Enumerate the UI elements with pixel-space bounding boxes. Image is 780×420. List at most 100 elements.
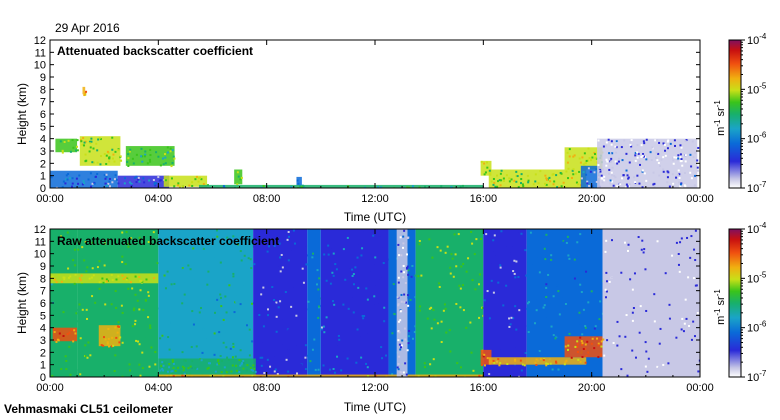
speckle bbox=[668, 317, 671, 320]
feature-speckle bbox=[55, 340, 58, 343]
feature-speckle bbox=[676, 173, 679, 176]
feature-speckle bbox=[399, 319, 402, 322]
feature-speckle bbox=[149, 148, 152, 151]
date-label: 29 Apr 2016 bbox=[55, 21, 120, 35]
speckle bbox=[163, 274, 166, 277]
feature-speckle bbox=[545, 183, 548, 186]
speckle bbox=[557, 290, 560, 293]
speckle bbox=[527, 326, 530, 329]
speckle bbox=[340, 369, 343, 372]
feature-speckle bbox=[666, 176, 669, 179]
feature-speckle bbox=[534, 180, 537, 183]
feature-speckle bbox=[105, 176, 108, 179]
colorbar-tick-label: 10-5 bbox=[747, 270, 767, 285]
speckle bbox=[321, 343, 324, 346]
feature-speckle bbox=[91, 161, 94, 164]
feature-speckle bbox=[157, 176, 160, 179]
feature-speckle bbox=[401, 339, 404, 342]
x-tick-label: 20:00 bbox=[578, 193, 606, 205]
x-tick-label: 08:00 bbox=[253, 193, 281, 205]
speckle bbox=[683, 322, 686, 325]
speckle bbox=[550, 258, 553, 261]
feature-speckle bbox=[554, 360, 557, 363]
speckle bbox=[352, 273, 355, 276]
speckle bbox=[538, 350, 541, 353]
speckle bbox=[67, 267, 70, 270]
feature-speckle bbox=[397, 276, 400, 279]
speckle bbox=[486, 367, 489, 370]
feature-speckle bbox=[134, 275, 137, 278]
speckle bbox=[619, 366, 622, 369]
speckle bbox=[567, 276, 570, 279]
speckle bbox=[294, 242, 297, 245]
backscatter-feature bbox=[50, 273, 159, 284]
speckle bbox=[564, 302, 567, 305]
speckle bbox=[327, 244, 330, 247]
feature-speckle bbox=[115, 278, 118, 281]
speckle bbox=[329, 282, 332, 285]
feature-speckle bbox=[60, 280, 63, 283]
feature-speckle bbox=[181, 374, 184, 377]
speckle bbox=[604, 288, 607, 291]
speckle bbox=[136, 241, 139, 244]
feature-speckle bbox=[235, 369, 238, 372]
feature-speckle bbox=[102, 281, 105, 284]
speckle bbox=[217, 304, 220, 307]
speckle bbox=[197, 306, 200, 309]
speckle bbox=[562, 239, 565, 242]
colorbar-tick-label: 10-6 bbox=[747, 131, 767, 146]
speckle bbox=[206, 283, 209, 286]
feature-speckle bbox=[97, 138, 100, 141]
speckle bbox=[578, 311, 581, 314]
feature-speckle bbox=[581, 355, 584, 358]
speckle bbox=[134, 323, 137, 326]
speckle bbox=[585, 270, 588, 273]
speckle bbox=[515, 328, 518, 331]
speckle bbox=[280, 308, 283, 311]
speckle bbox=[679, 241, 682, 244]
speckle bbox=[579, 266, 582, 269]
speckle bbox=[644, 268, 647, 271]
feature-speckle bbox=[650, 158, 653, 161]
feature-speckle bbox=[587, 351, 590, 354]
speckle bbox=[220, 305, 223, 308]
speckle bbox=[410, 275, 413, 278]
speckle bbox=[232, 272, 235, 275]
feature-speckle bbox=[625, 183, 628, 186]
speckle bbox=[459, 287, 462, 290]
feature-speckle bbox=[578, 170, 581, 173]
speckle bbox=[605, 290, 608, 293]
speckle bbox=[287, 235, 290, 238]
speckle bbox=[602, 369, 605, 372]
speckle bbox=[183, 242, 186, 245]
speckle bbox=[85, 308, 88, 311]
speckle bbox=[675, 241, 678, 244]
feature-speckle bbox=[640, 144, 643, 147]
speckle bbox=[295, 314, 298, 317]
speckle bbox=[72, 259, 75, 262]
feature-speckle bbox=[493, 181, 496, 184]
speckle bbox=[91, 267, 94, 270]
speckle bbox=[611, 349, 614, 352]
speckle bbox=[391, 373, 394, 376]
instrument-label: Vehmasmaki CL51 ceilometer bbox=[4, 402, 173, 416]
speckle bbox=[365, 331, 368, 334]
speckle bbox=[79, 337, 82, 340]
feature-speckle bbox=[539, 357, 542, 360]
feature-speckle bbox=[642, 140, 645, 143]
speckle bbox=[370, 269, 373, 272]
speckle bbox=[333, 303, 336, 306]
speckle bbox=[550, 325, 553, 328]
feature-speckle bbox=[594, 157, 597, 160]
speckle bbox=[500, 230, 503, 233]
speckle bbox=[219, 355, 222, 358]
feature-speckle bbox=[585, 354, 588, 357]
feature-speckle bbox=[225, 371, 228, 374]
feature-speckle bbox=[673, 139, 676, 142]
feature-speckle bbox=[551, 173, 554, 176]
feature-speckle bbox=[122, 277, 125, 280]
speckle bbox=[414, 274, 417, 277]
feature-speckle bbox=[181, 185, 184, 188]
speckle bbox=[274, 361, 277, 364]
speckle bbox=[98, 260, 101, 263]
